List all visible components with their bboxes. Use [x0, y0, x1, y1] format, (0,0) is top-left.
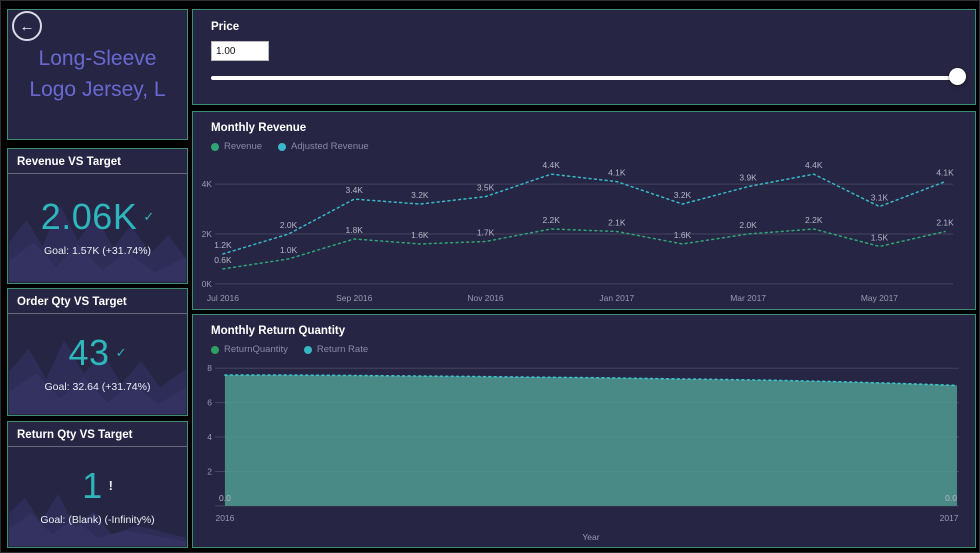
svg-text:2.2K: 2.2K: [542, 215, 560, 225]
kpi-card-return-qty: Return Qty VS Target 1 ! Goal: (Blank) (…: [7, 421, 188, 548]
svg-text:1.8K: 1.8K: [346, 225, 364, 235]
svg-text:4.1K: 4.1K: [936, 168, 954, 178]
legend-item-return-quantity: ReturnQuantity: [211, 344, 288, 355]
svg-text:Year: Year: [582, 532, 599, 542]
legend-item-return-rate: Return Rate: [303, 344, 369, 355]
monthly-revenue-card: Monthly Revenue Revenue Adjusted Revenue…: [192, 111, 976, 310]
back-arrow-icon: ←: [19, 17, 35, 35]
kpi-sparkline: [9, 339, 186, 414]
monthly-return-quantity-title: Monthly Return Quantity: [211, 325, 346, 337]
svg-text:4.1K: 4.1K: [608, 168, 626, 178]
kpi-title-return-qty: Return Qty VS Target: [8, 422, 187, 447]
svg-text:4: 4: [207, 432, 212, 442]
svg-text:1.7K: 1.7K: [477, 227, 495, 237]
svg-text:1.6K: 1.6K: [674, 230, 692, 240]
legend-label-adjusted-revenue: Adjusted Revenue: [291, 141, 369, 152]
svg-text:1.5K: 1.5K: [871, 232, 889, 242]
monthly-return-quantity-card: Monthly Return Quantity ReturnQuantity R…: [192, 314, 976, 548]
kpi-goal-revenue: Goal: 1.57K (+31.74%): [43, 245, 152, 257]
legend-label-return-rate: Return Rate: [316, 344, 369, 355]
kpi-title-revenue: Revenue VS Target: [8, 149, 187, 174]
kpi-sparkline: [9, 205, 186, 282]
svg-text:2: 2: [207, 466, 212, 476]
legend-item-adjusted-revenue: Adjusted Revenue: [278, 141, 369, 152]
svg-text:3.2K: 3.2K: [411, 190, 429, 200]
kpi-value-return-qty: 1: [82, 464, 103, 506]
return-quantity-plot[interactable]: 8 6 4 2 0.0 0.0 2016 2017 Year: [197, 359, 971, 543]
kpi-body: 2.06K ✓ Goal: 1.57K (+31.74%): [8, 174, 187, 283]
svg-text:1.2K: 1.2K: [214, 240, 232, 250]
svg-text:4.4K: 4.4K: [805, 160, 823, 170]
price-input[interactable]: [211, 41, 269, 61]
legend-dot-return-quantity: [211, 345, 219, 354]
svg-text:1.6K: 1.6K: [411, 230, 429, 240]
monthly-return-quantity-legend: ReturnQuantity Return Rate: [211, 344, 368, 355]
kpi-goal-order-qty: Goal: 32.64 (+31.74%): [44, 381, 151, 393]
svg-text:3.4K: 3.4K: [346, 185, 364, 195]
product-title: Long-Sleeve Logo Jersey, L: [29, 47, 166, 101]
svg-text:3.5K: 3.5K: [477, 183, 495, 193]
legend-label-return-quantity: ReturnQuantity: [224, 344, 288, 355]
monthly-revenue-title: Monthly Revenue: [211, 122, 307, 134]
svg-text:3.9K: 3.9K: [739, 173, 757, 183]
kpi-body: 1 ! Goal: (Blank) (-Infinity%): [8, 447, 187, 547]
kpi-status-alert-icon: !: [108, 478, 113, 493]
price-slider-track[interactable]: [211, 76, 959, 80]
legend-dot-revenue: [211, 142, 219, 151]
price-slider-thumb[interactable]: [949, 68, 966, 85]
monthly-revenue-legend: Revenue Adjusted Revenue: [211, 141, 369, 152]
price-slicer-title: Price: [211, 21, 240, 33]
kpi-body: 43 ✓ Goal: 32.64 (+31.74%): [8, 314, 187, 415]
svg-text:0K: 0K: [202, 279, 213, 289]
svg-text:1.0K: 1.0K: [280, 245, 298, 255]
svg-text:0.0: 0.0: [219, 493, 231, 503]
price-slicer-card: Price: [192, 9, 976, 105]
back-button[interactable]: ←: [12, 11, 42, 41]
svg-text:2017: 2017: [940, 513, 959, 523]
svg-text:2.0K: 2.0K: [739, 220, 757, 230]
kpi-status-check-icon: ✓: [115, 345, 127, 360]
svg-text:Nov 2016: Nov 2016: [467, 293, 504, 303]
legend-item-revenue: Revenue: [211, 141, 262, 152]
monthly-revenue-plot[interactable]: 0K 2K 4K Jul 2016 Sep 2016 Nov 2016 Jan 2017 Ma…: [197, 155, 971, 305]
svg-text:2.1K: 2.1K: [936, 218, 954, 228]
kpi-card-order-qty: Order Qty VS Target 43 ✓ Goal: 32.64 (+3…: [7, 288, 188, 416]
kpi-status-check-icon: ✓: [143, 209, 155, 224]
svg-text:3.1K: 3.1K: [871, 193, 889, 203]
legend-dot-return-rate: [303, 345, 312, 354]
svg-text:May 2017: May 2017: [861, 293, 898, 303]
svg-text:3.2K: 3.2K: [674, 190, 692, 200]
product-title-card: Long-Sleeve Logo Jersey, L: [7, 9, 188, 140]
kpi-value-revenue: 2.06K: [40, 196, 138, 237]
svg-text:8: 8: [207, 363, 212, 373]
kpi-card-revenue: Revenue VS Target 2.06K ✓ Goal: 1.57K (+…: [7, 148, 188, 284]
svg-text:2.1K: 2.1K: [608, 218, 626, 228]
kpi-sparkline: [9, 493, 186, 546]
svg-text:2016: 2016: [216, 513, 235, 523]
svg-text:2.0K: 2.0K: [280, 220, 298, 230]
svg-text:Sep 2016: Sep 2016: [336, 293, 373, 303]
svg-text:4.4K: 4.4K: [542, 160, 560, 170]
svg-text:2K: 2K: [202, 229, 213, 239]
kpi-value-order-qty: 43: [68, 332, 110, 373]
svg-text:4K: 4K: [202, 179, 213, 189]
svg-text:0.0: 0.0: [945, 493, 957, 503]
legend-label-revenue: Revenue: [224, 141, 263, 152]
kpi-goal-return-qty: Goal: (Blank) (-Infinity%): [40, 513, 155, 526]
svg-text:Jul 2016: Jul 2016: [207, 293, 239, 303]
svg-text:Jan 2017: Jan 2017: [599, 293, 634, 303]
svg-text:Mar 2017: Mar 2017: [730, 293, 766, 303]
svg-text:0.6K: 0.6K: [214, 255, 232, 265]
kpi-title-order-qty: Order Qty VS Target: [8, 289, 187, 314]
svg-text:6: 6: [207, 398, 212, 408]
legend-dot-adjusted-revenue: [278, 142, 287, 151]
svg-text:2.2K: 2.2K: [805, 215, 823, 225]
